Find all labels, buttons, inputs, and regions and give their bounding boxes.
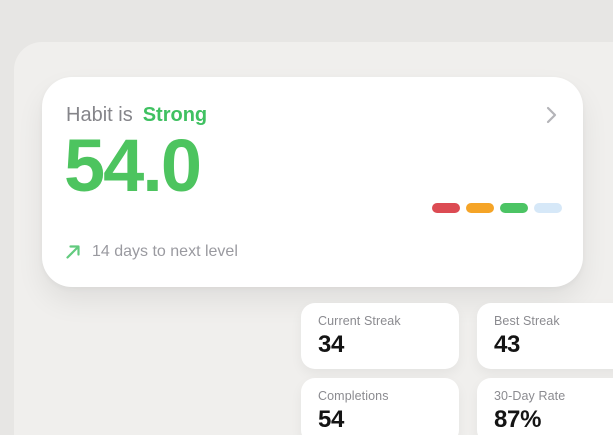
next-level-text: 14 days to next level [92, 243, 238, 260]
level-indicator [432, 203, 562, 213]
habit-title-prefix: Habit is [66, 104, 133, 126]
stat-value: 87% [494, 406, 542, 433]
stat-card-30-day-rate: 30-Day Rate 87% [477, 378, 613, 435]
stat-label: Current Streak [318, 314, 401, 328]
green-level-pill [500, 203, 528, 213]
next-level-row: 14 days to next level [64, 243, 238, 261]
blue-level-pill [534, 203, 562, 213]
arrow-up-right-icon [64, 243, 82, 261]
stat-card-best-streak: Best Streak 43 [477, 303, 613, 369]
orange-level-pill [466, 203, 494, 213]
stat-label: Completions [318, 389, 389, 403]
stat-label: 30-Day Rate [494, 389, 566, 403]
stat-value: 34 [318, 331, 345, 358]
red-level-pill [432, 203, 460, 213]
habit-title-row: Habit is Strong [66, 103, 559, 127]
stat-card-completions: Completions 54 [301, 378, 459, 435]
habit-status-label: Strong [142, 104, 208, 126]
stat-label: Best Streak [494, 314, 560, 328]
habit-score-value: 54.0 [64, 124, 202, 207]
stat-value: 43 [494, 331, 521, 358]
chevron-right-icon[interactable] [543, 104, 559, 126]
habit-strength-card[interactable]: Habit is Strong 54.0 14 days to next [42, 77, 583, 287]
stat-card-current-streak: Current Streak 34 [301, 303, 459, 369]
stat-value: 54 [318, 406, 345, 433]
